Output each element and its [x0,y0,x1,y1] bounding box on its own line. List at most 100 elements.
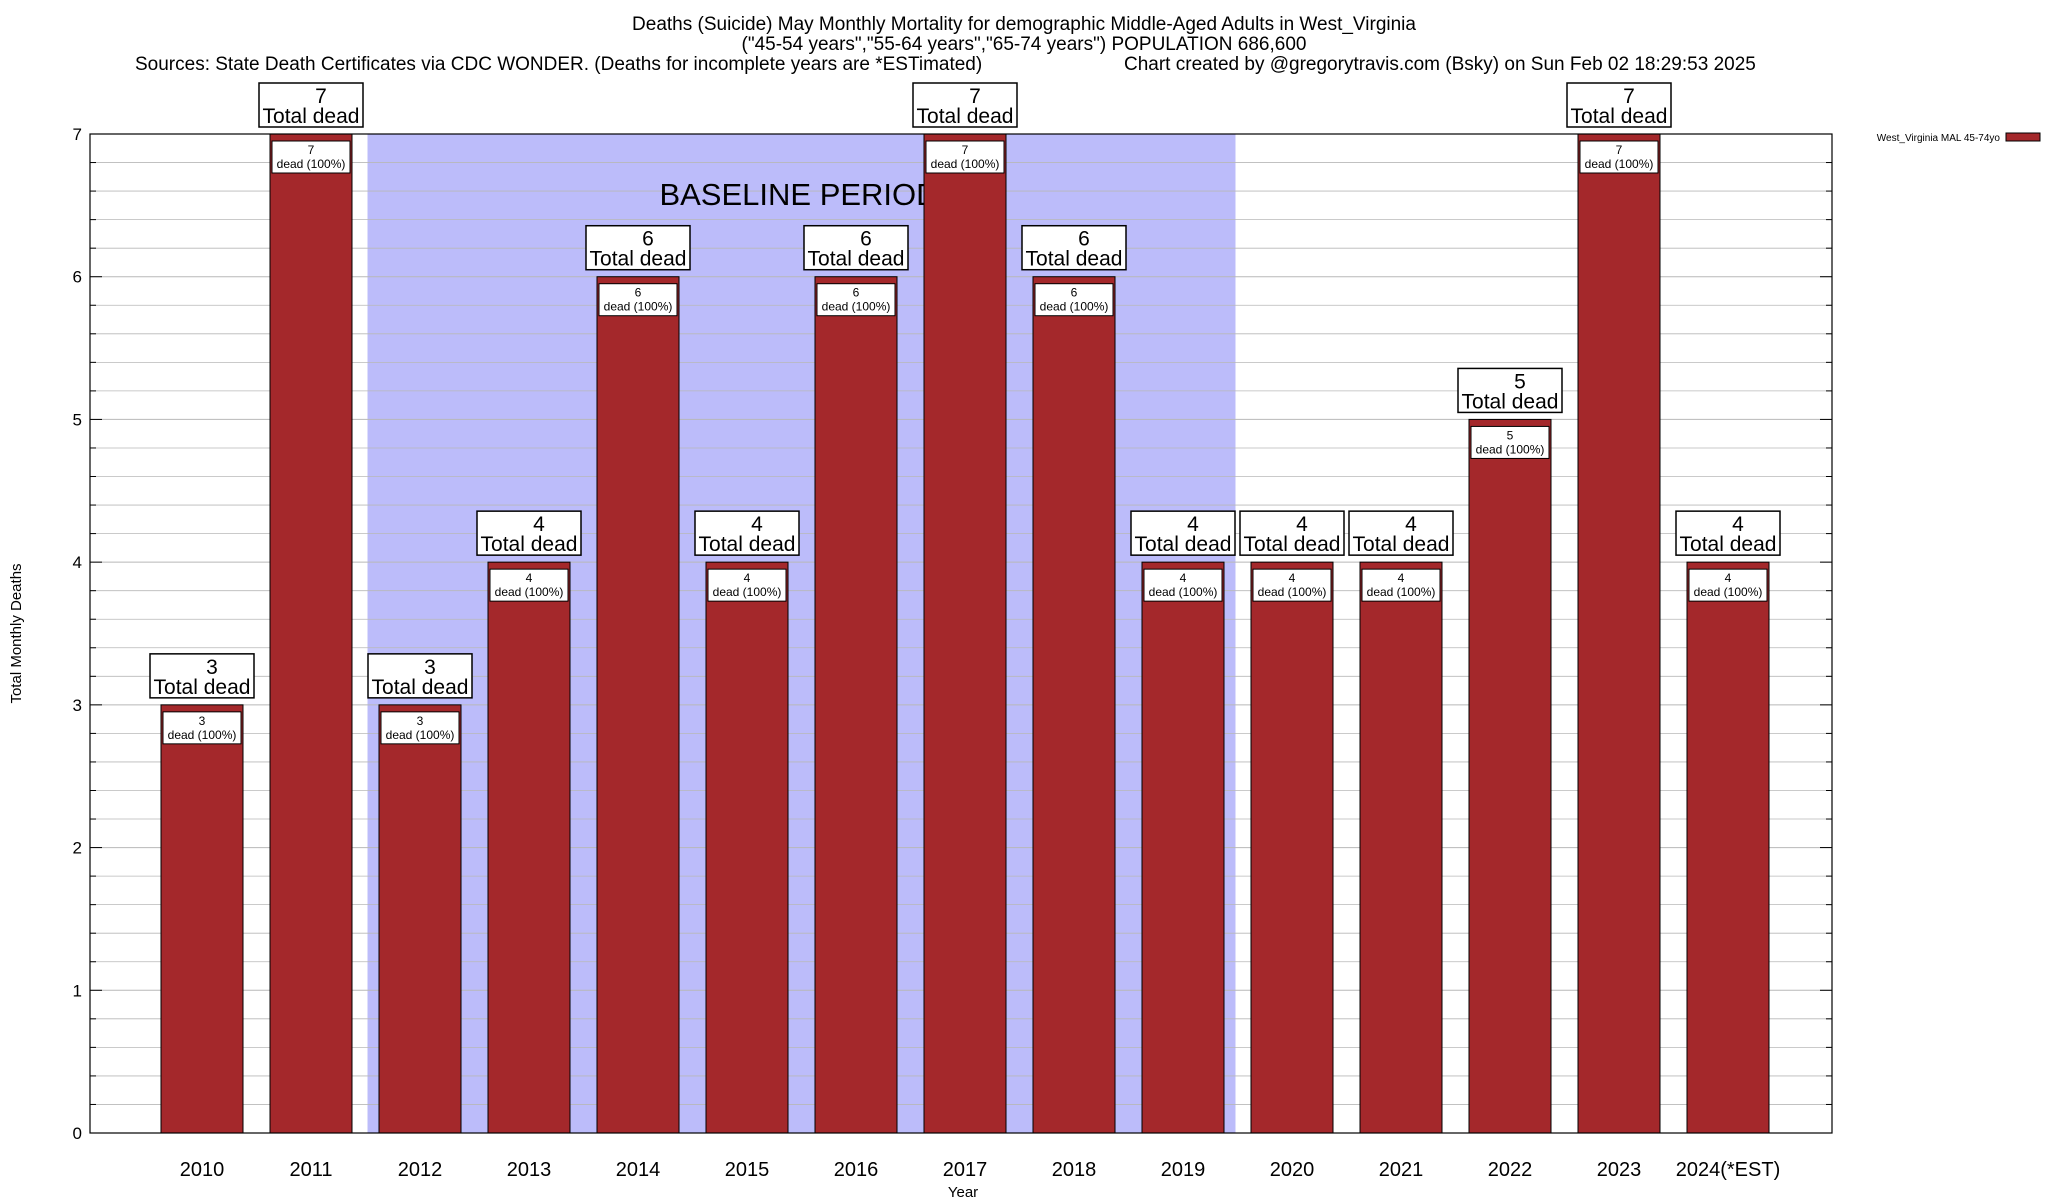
total-label-box [1675,510,1781,556]
x-tick-label: 2010 [180,1159,225,1181]
total-value-label: 4 [1187,513,1199,536]
total-dead-label: Total dead [1135,533,1232,556]
total-label-box [585,224,691,271]
segment-percent-label: dead (100%) [168,728,237,742]
y-tick-label: 7 [73,125,82,144]
y-tick-label: 0 [73,1124,82,1143]
bar [1359,561,1443,1134]
total-value-label: 4 [1296,513,1308,536]
bar [814,276,898,1134]
total-value-label: 4 [1732,513,1744,536]
total-dead-label: Total dead [917,105,1014,128]
x-tick-label: 2015 [725,1159,770,1181]
total-dead-label: Total dead [372,676,469,699]
x-tick-label: 2021 [1379,1159,1424,1181]
x-axis-label: Year [948,1184,978,1200]
x-tick-label: 2024(*EST) [1676,1159,1781,1181]
bar [160,704,244,1134]
bar [269,133,353,1134]
segment-label-box [1143,568,1223,602]
segment-label-box [1470,425,1550,459]
total-value-label: 7 [1623,85,1635,108]
segment-percent-label: dead (100%) [1040,300,1109,314]
bar [1141,561,1225,1134]
total-dead-label: Total dead [808,248,905,271]
segment-value-label: 6 [635,286,642,300]
x-tick-label: 2012 [398,1159,443,1181]
x-tick-label: 2017 [943,1159,988,1181]
total-label-box [912,82,1018,128]
segment-label-box [1252,568,1332,602]
total-value-label: 6 [642,228,654,251]
segment-percent-label: dead (100%) [1585,157,1654,171]
total-value-label: 5 [1514,370,1526,393]
y-tick-label: 3 [73,696,82,715]
segment-value-label: 6 [1071,286,1078,300]
total-value-label: 6 [860,228,872,251]
x-tick-label: 2018 [1052,1159,1097,1181]
bar [487,561,571,1134]
y-tick-label: 1 [73,981,82,1000]
bar [1686,561,1770,1134]
x-tick-label: 2022 [1488,1159,1533,1181]
segment-label-box [162,711,242,745]
chart-sources: Sources: State Death Certificates via CD… [135,54,983,75]
segment-label-box [598,283,678,317]
total-value-label: 4 [533,513,545,536]
total-label-box [1566,82,1672,128]
total-label-box [367,653,473,699]
total-label-box [1348,510,1454,556]
segment-value-label: 4 [1289,571,1296,585]
legend-swatch [2005,132,2041,142]
segment-label-box [707,568,787,602]
bar [378,704,462,1134]
total-label-box [1239,510,1345,556]
segment-value-label: 3 [417,714,424,728]
segment-value-label: 3 [199,714,206,728]
chart-title-line1: Deaths (Suicide) May Monthly Mortality f… [632,14,1416,35]
x-tick-label: 2019 [1161,1159,1206,1181]
total-value-label: 3 [424,656,436,679]
x-tick-label: 2013 [507,1159,552,1181]
total-dead-label: Total dead [263,105,360,128]
segment-percent-label: dead (100%) [931,157,1000,171]
total-label-box [1021,224,1127,271]
segment-label-box [1579,140,1659,174]
total-dead-label: Total dead [1680,533,1777,556]
segment-value-label: 4 [1398,571,1405,585]
total-value-label: 7 [969,85,981,108]
segment-label-box [1688,568,1768,602]
y-tick-label: 2 [73,839,82,858]
bar [1032,276,1116,1134]
y-tick-label: 6 [73,268,82,287]
total-label-box [694,510,800,556]
x-tick-label: 2023 [1597,1159,1642,1181]
total-dead-label: Total dead [1353,533,1450,556]
total-value-label: 6 [1078,228,1090,251]
total-label-box [149,653,255,699]
bar [596,276,680,1134]
total-label-box [803,224,909,271]
segment-value-label: 7 [308,143,315,157]
segment-label-box [380,711,460,745]
segment-percent-label: dead (100%) [277,157,346,171]
bar [923,133,1007,1134]
segment-percent-label: dead (100%) [386,728,455,742]
chart-credit: Chart created by @gregorytravis.com (Bsk… [1124,54,1756,75]
segment-value-label: 4 [1180,571,1187,585]
y-tick-label: 4 [73,553,82,572]
total-dead-label: Total dead [1244,533,1341,556]
x-tick-label: 2014 [616,1159,661,1181]
segment-value-label: 4 [744,571,751,585]
segment-label-box [1034,283,1114,317]
total-dead-label: Total dead [1462,390,1559,413]
total-label-box [1457,367,1563,414]
total-dead-label: Total dead [590,248,687,271]
segment-value-label: 7 [962,143,969,157]
y-axis-label: Total Monthly Deaths [8,563,25,703]
legend-label: West_Virginia MAL 45-74yo [1877,133,2001,144]
segment-percent-label: dead (100%) [713,585,782,599]
segment-value-label: 4 [526,571,533,585]
segment-value-label: 5 [1507,428,1514,442]
segment-label-box [271,140,351,174]
